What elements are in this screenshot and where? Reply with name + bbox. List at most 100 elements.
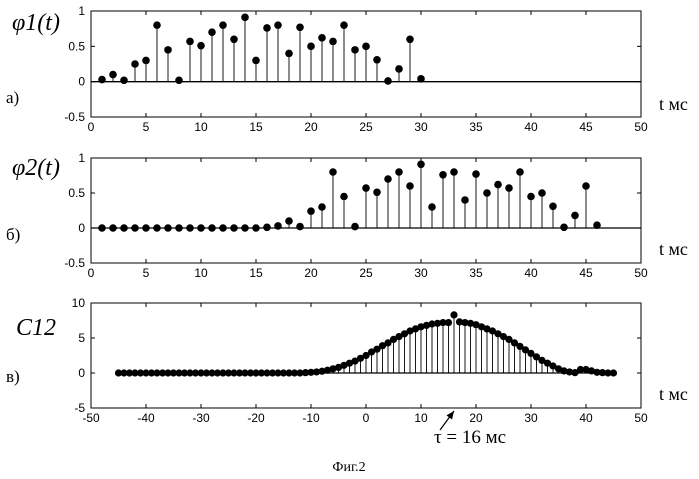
x-tick-label: 30 bbox=[524, 411, 538, 425]
stem-marker bbox=[505, 335, 513, 343]
stem-marker bbox=[186, 37, 194, 46]
x-tick-label: 40 bbox=[524, 120, 538, 134]
y-tick-label: 0 bbox=[78, 366, 85, 380]
stem-marker bbox=[571, 211, 579, 220]
stem-marker bbox=[197, 41, 205, 50]
stem-marker bbox=[301, 369, 310, 377]
panel-label: б) bbox=[6, 225, 20, 244]
stem-marker bbox=[208, 224, 216, 232]
tau-arrowhead bbox=[446, 411, 454, 420]
stem-marker bbox=[362, 184, 370, 192]
x-tick-label: 35 bbox=[469, 120, 483, 134]
stem-marker bbox=[98, 75, 106, 84]
stem-marker bbox=[164, 224, 172, 232]
y-axis-label: C12 bbox=[16, 315, 56, 341]
stem-marker bbox=[417, 75, 425, 83]
stem-marker bbox=[329, 365, 337, 373]
stem-marker bbox=[351, 357, 359, 365]
stem-marker bbox=[609, 369, 618, 377]
x-tick-label: 30 bbox=[414, 266, 428, 280]
stem-marker bbox=[109, 224, 117, 232]
stem-marker bbox=[230, 224, 238, 232]
y-tick-label: -0.5 bbox=[64, 256, 85, 270]
stem-marker bbox=[587, 367, 596, 375]
stem-marker bbox=[510, 339, 519, 347]
stem-marker bbox=[400, 330, 409, 338]
y-axis-label: φ2(t) bbox=[12, 155, 60, 181]
x-tick-label: 35 bbox=[469, 266, 483, 280]
stem-marker bbox=[351, 46, 359, 54]
stem-marker bbox=[208, 28, 216, 36]
stem-marker bbox=[411, 325, 420, 333]
stem-marker bbox=[318, 34, 326, 42]
stem-marker bbox=[219, 21, 227, 29]
stem-marker bbox=[417, 323, 425, 331]
x-tick-label: -20 bbox=[247, 411, 265, 425]
stem-marker bbox=[219, 224, 227, 232]
y-tick-label: -0.5 bbox=[64, 110, 85, 124]
x-tick-label: 10 bbox=[414, 411, 428, 425]
y-tick-label: 0 bbox=[78, 221, 85, 235]
stem-marker bbox=[307, 207, 315, 215]
stem-marker bbox=[417, 160, 425, 169]
stem-marker bbox=[428, 320, 436, 328]
stem-marker bbox=[472, 321, 480, 329]
stem-marker bbox=[362, 42, 370, 51]
x-tick-label: 5 bbox=[143, 266, 150, 280]
stem-marker bbox=[461, 319, 469, 327]
stem-marker bbox=[252, 224, 260, 232]
x-axis-label: t мс bbox=[659, 384, 688, 404]
stem-marker bbox=[340, 192, 348, 201]
stem-marker bbox=[120, 76, 128, 85]
stem-marker bbox=[428, 203, 436, 211]
stem-marker bbox=[175, 76, 183, 85]
stem-marker bbox=[378, 342, 387, 350]
y-tick-label: 0.5 bbox=[68, 186, 85, 200]
stem-marker bbox=[582, 182, 590, 190]
stem-marker bbox=[197, 369, 205, 377]
stem-marker bbox=[213, 369, 222, 377]
stem-marker bbox=[263, 369, 271, 377]
stem-marker bbox=[488, 327, 497, 335]
tau-label: τ = 16 мс bbox=[434, 427, 506, 448]
stem-marker bbox=[571, 369, 579, 377]
stem-marker bbox=[153, 224, 161, 232]
stem-marker bbox=[186, 224, 194, 232]
stem-marker bbox=[147, 369, 156, 377]
stem-marker bbox=[527, 192, 535, 201]
stem-marker bbox=[329, 168, 337, 176]
x-axis-label: t мс bbox=[659, 239, 688, 259]
stem-marker bbox=[180, 369, 189, 377]
stem-marker bbox=[230, 369, 238, 377]
stem-marker bbox=[114, 369, 123, 377]
stem-marker bbox=[142, 369, 150, 377]
x-tick-label: 30 bbox=[414, 120, 428, 134]
y-tick-label: 1 bbox=[78, 4, 85, 18]
stem-marker bbox=[499, 333, 508, 341]
stem-marker bbox=[307, 42, 315, 51]
stem-marker bbox=[345, 359, 354, 367]
stem-marker bbox=[356, 354, 365, 362]
stem-marker bbox=[175, 369, 183, 377]
x-tick-label: 50 bbox=[634, 411, 648, 425]
x-tick-label: 20 bbox=[304, 266, 318, 280]
panel-label: а) bbox=[6, 88, 19, 107]
x-tick-label: 45 bbox=[579, 266, 593, 280]
stem-marker bbox=[505, 184, 513, 192]
stem-marker bbox=[318, 203, 326, 211]
stem-marker bbox=[257, 369, 266, 377]
stem-marker bbox=[461, 196, 469, 204]
stem-marker bbox=[576, 365, 585, 374]
x-tick-label: 40 bbox=[579, 411, 593, 425]
stem-marker bbox=[252, 56, 260, 65]
stem-marker bbox=[604, 369, 612, 377]
x-tick-label: 15 bbox=[249, 266, 263, 280]
stem-marker bbox=[494, 330, 502, 338]
stem-marker bbox=[285, 217, 293, 225]
x-tick-label: 40 bbox=[524, 266, 538, 280]
stem-marker bbox=[395, 333, 403, 341]
stem-marker bbox=[153, 21, 161, 29]
stem-marker bbox=[125, 369, 134, 377]
